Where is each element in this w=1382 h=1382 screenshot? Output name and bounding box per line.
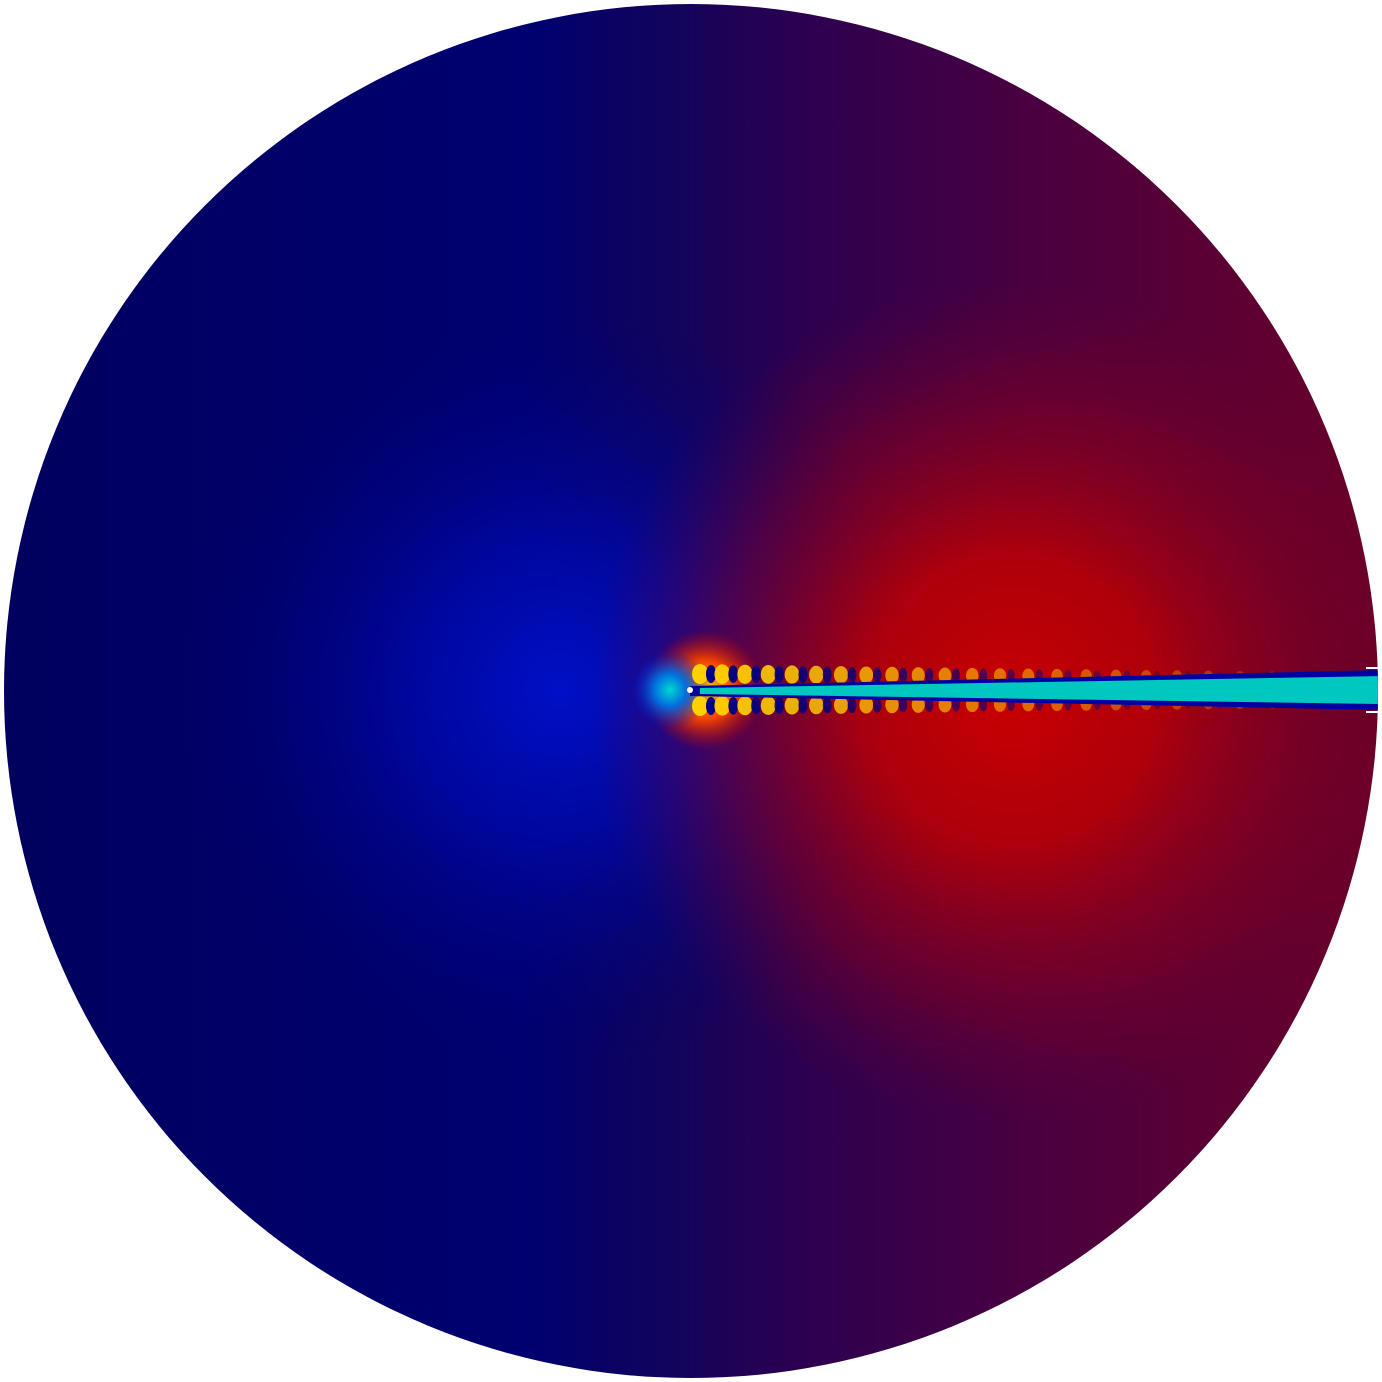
wave-blob [706,697,716,715]
wave-blob [728,697,739,715]
source-point [687,687,693,693]
wave-blob [798,666,808,683]
wave-blob [833,696,849,714]
wave-blob [822,697,832,714]
wave-blob [714,696,731,716]
wave-blob [784,696,800,715]
wave-blob [859,696,874,714]
wave-blob [760,665,776,684]
wave-blob [898,667,908,683]
wave-blob [774,665,784,683]
wave-blob [911,667,925,684]
wave-blob [847,666,857,683]
wave-blob [714,664,731,684]
wave-blob [760,696,776,715]
wave-blob [847,697,857,714]
cyan-spot [630,650,710,730]
wave-blob [822,666,832,683]
wave-blob [872,667,882,683]
wave-blob [809,696,824,715]
wave-blob [925,697,934,713]
wave-blob [859,666,874,684]
wave-blob [692,664,708,684]
wave-blob [885,666,899,684]
wave-blob [885,696,899,714]
wave-blob [774,697,784,715]
wave-blob [952,668,960,683]
wave-blob [798,697,808,714]
wave-blob [692,696,708,716]
wave-blob [833,666,849,684]
wave-blob [784,665,800,684]
wave-blob [938,667,952,684]
jet [700,676,1378,704]
wave-blob [979,668,988,683]
wave-blob [898,697,908,713]
wave-blob [737,696,753,716]
wave-blob [872,697,882,713]
wave-blob [809,665,824,684]
wave-blob [751,665,761,683]
wave-blob [737,664,753,684]
wave-blob [925,667,934,683]
wave-blob [751,697,761,715]
wave-blob [728,665,739,683]
wave-blob [706,665,716,683]
